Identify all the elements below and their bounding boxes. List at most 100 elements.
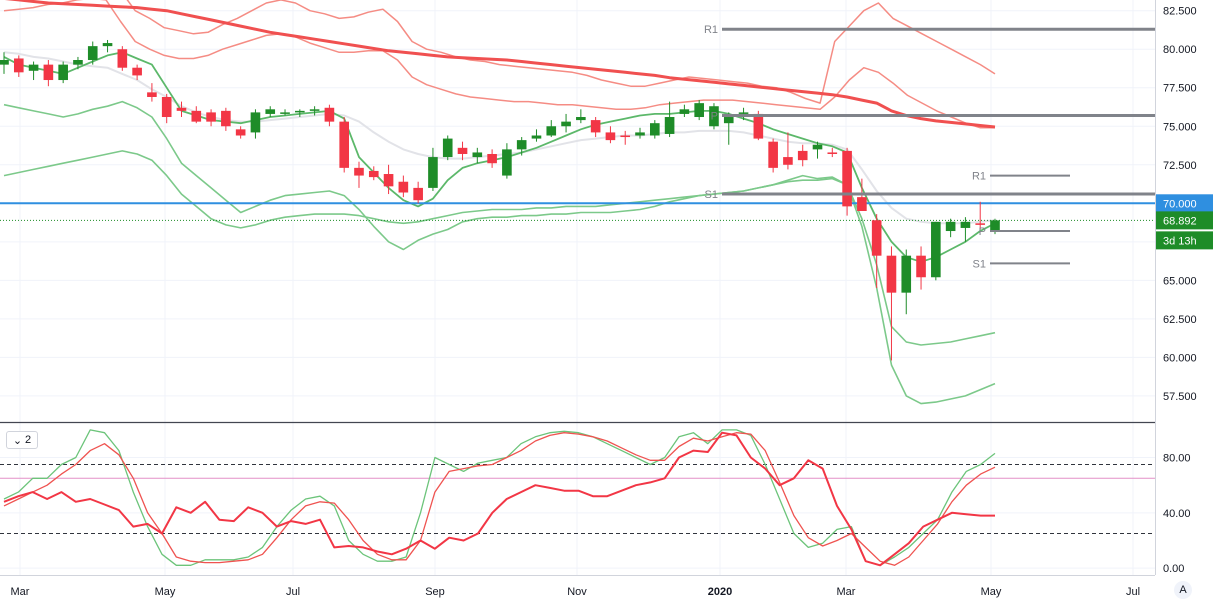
- candle[interactable]: [827, 147, 838, 158]
- candle[interactable]: [502, 143, 512, 179]
- candle[interactable]: [250, 109, 261, 139]
- candle-body: [147, 92, 157, 97]
- candle[interactable]: [117, 46, 128, 71]
- candle[interactable]: [265, 106, 276, 118]
- candle[interactable]: [768, 138, 778, 173]
- candle[interactable]: [605, 126, 616, 144]
- candle[interactable]: [842, 147, 852, 216]
- candle[interactable]: [235, 126, 246, 139]
- candle[interactable]: [620, 130, 631, 145]
- candle-body: [827, 152, 838, 154]
- candle-body: [235, 129, 246, 136]
- candle[interactable]: [221, 107, 231, 131]
- ind-y-tick-label: 40.00: [1163, 508, 1191, 520]
- indicator-collapse-button[interactable]: ⌄ 2: [6, 431, 38, 449]
- alert-price-badge: 70.000: [1163, 198, 1197, 210]
- candle[interactable]: [694, 100, 704, 121]
- candle[interactable]: [812, 141, 823, 159]
- candle[interactable]: [161, 93, 172, 124]
- candle[interactable]: [339, 117, 350, 173]
- candle-body: [0, 60, 9, 65]
- auto-scale-button[interactable]: A: [1174, 581, 1192, 599]
- candle[interactable]: [295, 109, 305, 118]
- candle[interactable]: [487, 149, 497, 168]
- x-tick-label: May: [981, 586, 1002, 598]
- candle[interactable]: [472, 147, 483, 164]
- candle[interactable]: [783, 132, 793, 170]
- candle[interactable]: [576, 109, 586, 124]
- candle[interactable]: [428, 147, 438, 191]
- candle[interactable]: [916, 246, 926, 290]
- candle[interactable]: [102, 39, 113, 53]
- candle[interactable]: [132, 64, 142, 81]
- candle[interactable]: [280, 109, 290, 116]
- green-lower-band-line: [3, 150, 996, 346]
- candle[interactable]: [709, 103, 719, 130]
- candle[interactable]: [723, 112, 734, 145]
- candle-body: [576, 117, 586, 121]
- stoch-signal-line: [3, 431, 995, 567]
- candle[interactable]: [354, 161, 364, 188]
- stoch-slow-line: [3, 432, 996, 566]
- candle[interactable]: [176, 101, 187, 118]
- candle[interactable]: [679, 104, 690, 118]
- candle-body: [398, 181, 409, 193]
- candle[interactable]: [546, 120, 557, 138]
- candle[interactable]: [0, 52, 9, 74]
- y-tick-label: 77.500: [1163, 83, 1197, 95]
- candle[interactable]: [901, 249, 912, 315]
- candle[interactable]: [561, 113, 571, 133]
- candle[interactable]: [206, 109, 216, 127]
- candle[interactable]: [975, 201, 986, 230]
- candle-body: [931, 221, 941, 278]
- candle-body: [73, 60, 83, 65]
- candle-body: [842, 150, 852, 207]
- candle-body: [413, 187, 423, 201]
- candle[interactable]: [664, 101, 675, 138]
- candle[interactable]: [960, 217, 971, 242]
- candle[interactable]: [635, 127, 645, 139]
- candle[interactable]: [13, 55, 24, 77]
- stochastic-pane: [0, 429, 1155, 567]
- y-tick-label: 62.500: [1163, 314, 1197, 326]
- candle[interactable]: [871, 214, 882, 289]
- pivot-label: S1: [973, 258, 986, 270]
- candle[interactable]: [87, 41, 98, 65]
- candle-body: [339, 121, 350, 168]
- candle[interactable]: [28, 61, 39, 81]
- candle[interactable]: [457, 141, 468, 161]
- candle[interactable]: [738, 107, 749, 121]
- candle[interactable]: [43, 60, 54, 87]
- stoch-fast-line: [3, 429, 996, 566]
- candle-body: [487, 153, 497, 164]
- candle[interactable]: [516, 137, 527, 156]
- candle[interactable]: [442, 135, 453, 161]
- candle-body: [812, 144, 823, 150]
- candle[interactable]: [945, 218, 956, 238]
- candle[interactable]: [931, 221, 941, 281]
- candle-body: [457, 147, 468, 154]
- candle[interactable]: [398, 175, 409, 198]
- candle[interactable]: [797, 144, 808, 167]
- auto-scale-label: A: [1179, 584, 1187, 596]
- candle-body: [857, 197, 867, 211]
- candle[interactable]: [383, 164, 394, 195]
- countdown-badge-bg: [1156, 231, 1213, 250]
- candlesticks[interactable]: [0, 39, 1000, 361]
- candle-body: [635, 132, 645, 136]
- alert-price-badge-bg: [1156, 194, 1213, 213]
- candle[interactable]: [531, 129, 542, 142]
- candle[interactable]: [590, 117, 601, 138]
- x-tick-label: Jul: [1126, 586, 1140, 598]
- candle[interactable]: [147, 83, 157, 102]
- candle[interactable]: [191, 106, 202, 124]
- candle[interactable]: [58, 61, 68, 84]
- candle[interactable]: [368, 166, 379, 181]
- candle[interactable]: [649, 120, 660, 139]
- candle[interactable]: [886, 246, 897, 361]
- candle[interactable]: [324, 104, 335, 127]
- candle[interactable]: [73, 56, 83, 70]
- candle[interactable]: [309, 106, 320, 116]
- candle[interactable]: [413, 181, 423, 204]
